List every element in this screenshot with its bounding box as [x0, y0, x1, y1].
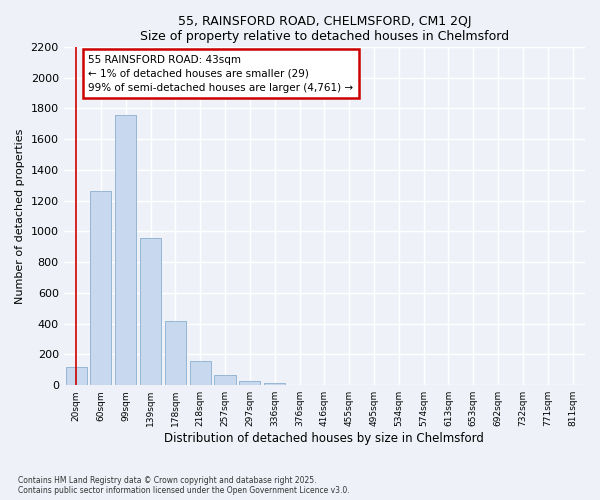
Y-axis label: Number of detached properties: Number of detached properties: [15, 128, 25, 304]
Bar: [115, 114, 136, 385]
Bar: [214, 375, 236, 385]
Bar: [65, 367, 86, 385]
Title: 55, RAINSFORD ROAD, CHELMSFORD, CM1 2QJ
Size of property relative to detached ho: 55, RAINSFORD ROAD, CHELMSFORD, CM1 2QJ …: [140, 15, 509, 43]
Bar: [190, 360, 211, 385]
X-axis label: Distribution of detached houses by size in Chelmsford: Distribution of detached houses by size …: [164, 432, 484, 445]
Text: Contains HM Land Registry data © Crown copyright and database right 2025.
Contai: Contains HM Land Registry data © Crown c…: [18, 476, 350, 495]
Text: 55 RAINSFORD ROAD: 43sqm
← 1% of detached houses are smaller (29)
99% of semi-de: 55 RAINSFORD ROAD: 43sqm ← 1% of detache…: [88, 54, 353, 92]
Bar: [239, 380, 260, 385]
Bar: [140, 238, 161, 385]
Bar: [91, 192, 112, 385]
Bar: [165, 320, 186, 385]
Bar: [264, 383, 285, 385]
